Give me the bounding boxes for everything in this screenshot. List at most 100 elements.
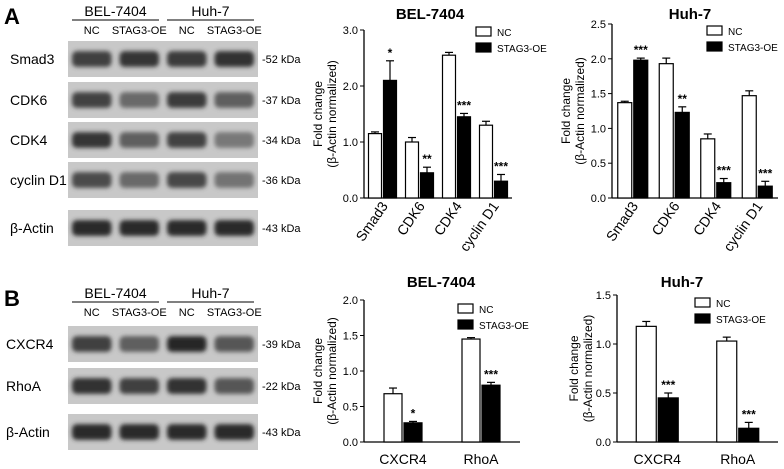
kda-tick: - [262, 175, 266, 187]
blot-band [214, 336, 254, 352]
bar-nc [404, 141, 420, 199]
protein-label: CXCR4 [6, 336, 54, 352]
legend-swatch [706, 25, 723, 36]
kda-tick: - [262, 135, 266, 147]
blot-band [167, 51, 207, 67]
legend-label: STAG3-OE [716, 315, 766, 326]
lane-label: NC [179, 25, 195, 37]
lane-label: NC [84, 307, 100, 319]
blot-band [119, 424, 159, 440]
blot-band [167, 172, 207, 188]
panel-letter-a: A [4, 4, 20, 29]
significance-marker: ** [678, 92, 688, 106]
legend-swatch [706, 41, 723, 52]
blot-band [119, 132, 159, 148]
x-tick-label: CDK4 [690, 198, 725, 238]
cell-line-label: Huh-7 [191, 3, 229, 19]
blot-band [214, 424, 254, 440]
blot-band [214, 378, 254, 394]
lane-label: STAG3-OE [112, 25, 167, 37]
protein-label: β-Actin [10, 220, 54, 236]
significance-marker: *** [634, 43, 648, 57]
chart-title: BEL-7404 [396, 6, 465, 23]
protein-label: β-Actin [6, 424, 50, 440]
legend-label: NC [728, 27, 742, 38]
legend-label: STAG3-OE [497, 44, 547, 55]
bar-nc [635, 325, 657, 443]
legend-label: STAG3-OE [479, 321, 529, 332]
y-tick-label: 1.0 [343, 366, 358, 378]
y-axis-label-line: (β-Actin normalized) [581, 315, 595, 423]
significance-marker: *** [457, 98, 471, 112]
blot-band [72, 424, 112, 440]
kda-value: 52 kDa [266, 54, 302, 66]
kda-value: 22 kDa [266, 381, 302, 393]
legend-swatch [475, 26, 492, 37]
kda-label: -43 kDa [262, 427, 301, 439]
blot-band [72, 172, 112, 188]
kda-tick: - [262, 223, 266, 235]
y-tick-label: 3.0 [343, 25, 358, 37]
x-tick-label: RhoA [720, 451, 756, 467]
legend-label: NC [716, 299, 730, 310]
blot-band [214, 132, 254, 148]
y-tick-label: 1.0 [591, 123, 606, 135]
blot-band [214, 220, 254, 236]
protein-label: cyclin D1 [10, 172, 67, 188]
y-tick-label: 0.0 [343, 193, 358, 205]
significance-marker: *** [717, 164, 731, 178]
bar-nc [617, 102, 633, 199]
y-tick-label: 2.0 [591, 54, 606, 66]
bar-stag3-oe [657, 397, 679, 443]
y-tick-label: 0.5 [343, 402, 358, 414]
y-axis-label-line: Fold change [311, 81, 325, 147]
legend-swatch [694, 297, 711, 308]
legend-label: NC [479, 305, 493, 316]
significance-marker: *** [742, 407, 756, 421]
lane-label: STAG3-OE [112, 307, 167, 319]
y-axis-label: Fold change(β-Actin normalized) [559, 57, 587, 165]
bar-stag3-oe [419, 172, 435, 199]
x-tick-label: CXCR4 [379, 451, 427, 467]
blot-band [119, 172, 159, 188]
significance-marker: * [411, 406, 416, 420]
legend-label: NC [497, 28, 511, 39]
y-axis-label: Fold change(β-Actin normalized) [567, 315, 595, 423]
blot-band [167, 424, 207, 440]
kda-tick: - [262, 427, 266, 439]
y-tick-label: 1.0 [343, 137, 358, 149]
legend-swatch [457, 319, 474, 330]
bar-nc [478, 124, 494, 199]
bar-stag3-oe [456, 116, 472, 199]
y-axis-label-line: Fold change [311, 338, 325, 404]
bar-chart-huh7-a: Huh-7 Fold change(β-Actin normalized) 0.0 0… [559, 6, 778, 254]
kda-label: -37 kDa [262, 95, 301, 107]
chart-title: Huh-7 [661, 274, 704, 291]
blot-band [72, 132, 112, 148]
blot-band [72, 220, 112, 236]
kda-tick: - [262, 54, 266, 66]
kda-label: -52 kDa [262, 54, 301, 66]
blot-band [167, 336, 207, 352]
bar-chart-bel7404-a: BEL-7404 Fold change(β-Actin normalized) 0… [311, 6, 547, 254]
kda-label: -34 kDa [262, 135, 301, 147]
legend-label: STAG3-OE [728, 43, 778, 54]
protein-label: RhoA [6, 378, 42, 394]
bar-stag3-oe [382, 79, 398, 199]
blot-band [167, 220, 207, 236]
y-tick-label: 0.5 [591, 158, 606, 170]
cell-line-label: BEL-7404 [84, 3, 146, 19]
y-axis-label: Fold change(β-Actin normalized) [311, 60, 339, 168]
y-tick-label: 0.0 [596, 437, 611, 449]
kda-value: 34 kDa [266, 135, 302, 147]
bar-stag3-oe [674, 111, 690, 199]
blot-band [119, 378, 159, 394]
kda-value: 36 kDa [266, 175, 302, 187]
bar-stag3-oe [633, 59, 649, 199]
y-tick-label: 2.0 [343, 295, 358, 307]
kda-value: 43 kDa [266, 427, 302, 439]
bar-stag3-oe [493, 180, 509, 199]
x-tick-label: RhoA [463, 451, 499, 467]
y-axis-label-line: (β-Actin normalized) [325, 317, 339, 425]
